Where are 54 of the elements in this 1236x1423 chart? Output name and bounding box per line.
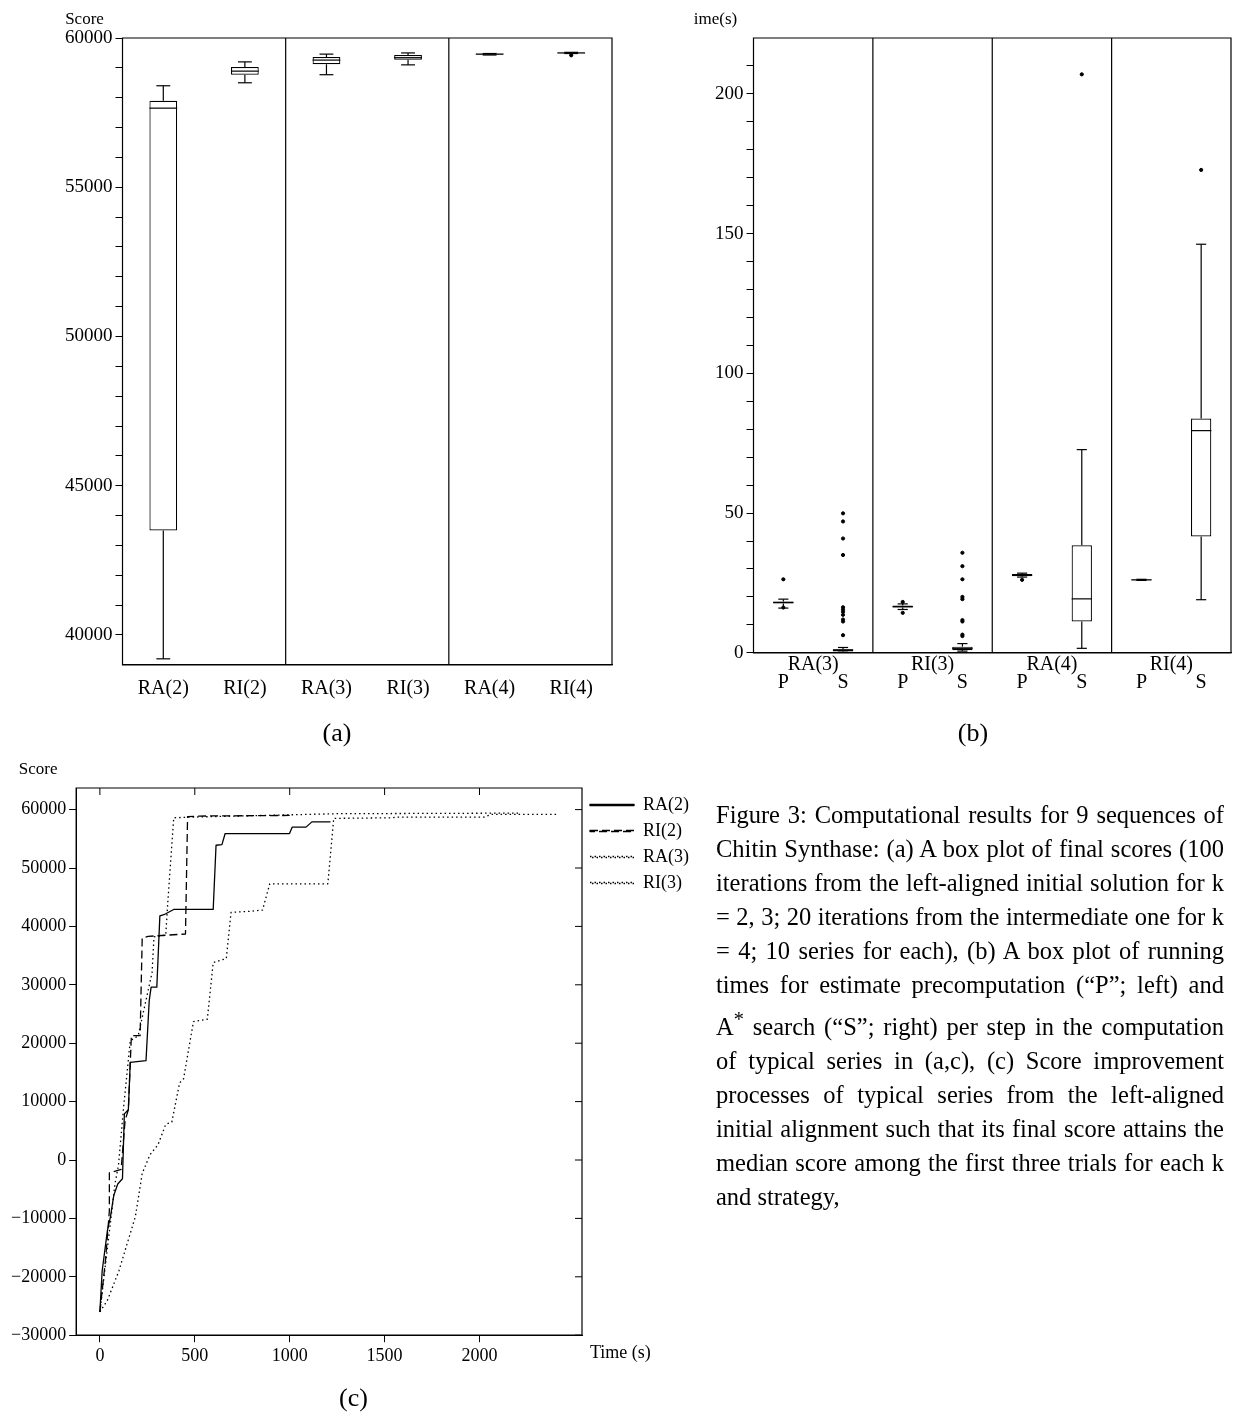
- annotation: RA(4): [1026, 652, 1078, 676]
- legend-label: RI(2): [643, 819, 683, 841]
- text: (b): [957, 718, 989, 748]
- annotation: RI(3): [910, 652, 955, 676]
- y-tick-label: 200: [715, 81, 744, 103]
- x-tick-label: 1000: [271, 1344, 308, 1365]
- x-tick-label: S: [1195, 670, 1207, 693]
- legend-label: RA(3): [643, 845, 690, 867]
- x-tick-label: 500: [181, 1344, 209, 1365]
- y-tick-label: 40000: [21, 915, 67, 936]
- x-tick-label: RA(3): [300, 676, 353, 700]
- x-tick-label: P: [1016, 670, 1028, 693]
- y-tick-label: 10000: [21, 1090, 67, 1111]
- text: (c): [339, 1383, 368, 1413]
- y-tick-label: 50: [724, 501, 744, 523]
- y-tick-label: 0: [57, 1148, 67, 1169]
- x-axis-title: Time (s): [590, 1341, 651, 1363]
- x-tick-label: S: [956, 670, 968, 693]
- y-axis-title: ime(s): [693, 8, 738, 28]
- y-tick-label: 150: [715, 221, 744, 243]
- y-tick-label: 60000: [65, 25, 113, 47]
- x-tick-label: S: [1076, 670, 1088, 693]
- y-tick-label: 60000: [21, 798, 67, 819]
- x-tick-label: S: [837, 670, 849, 693]
- x-tick-label: P: [777, 670, 789, 693]
- text: Figure 3: Computational results for 9 sequences of Chitin Synthase: (a) A box plot of final scores (100 iterations from the left-aligned initial solution for k = 2, 3; 20 iterations from the intermediate one for k = 4; 10 series for each), (b) A box plot of running times for estimate precomputation (“P”; left) and A$^{*}$ search (“S”; right) per step in the computation of typical series in (a,c), (c) Score improvement processes of typical series from the left-aligned initial alignment such that its final score attains the median score among the first three trials for each k and strategy,: [716, 801, 1224, 1211]
- y-tick-label: −20000: [11, 1265, 67, 1286]
- annotation: RI(4): [1149, 652, 1193, 676]
- y-tick-label: 100: [715, 361, 744, 383]
- y-tick-label: 55000: [65, 175, 113, 197]
- x-tick-label: P: [897, 670, 909, 693]
- x-tick-label: RI(2): [223, 676, 267, 700]
- y-tick-label: 45000: [65, 473, 113, 495]
- y-tick-label: −10000: [11, 1207, 67, 1228]
- y-axis-title: Score: [18, 758, 58, 778]
- x-tick-label: RI(4): [549, 676, 593, 700]
- y-tick-label: 20000: [21, 1031, 67, 1052]
- x-tick-label: RA(4): [464, 676, 516, 700]
- x-tick-label: 1500: [366, 1344, 403, 1365]
- legend-label: RI(3): [643, 871, 683, 893]
- x-tick-label: RA(2): [137, 676, 189, 700]
- y-axis-title: Score: [65, 8, 104, 28]
- text: (a): [322, 718, 352, 748]
- x-tick-label: P: [1135, 670, 1148, 693]
- y-tick-label: 0: [734, 640, 744, 662]
- x-tick-label: 2000: [461, 1344, 498, 1365]
- y-tick-label: −30000: [11, 1323, 67, 1344]
- y-tick-label: 50000: [65, 324, 113, 346]
- y-tick-label: 50000: [21, 856, 67, 877]
- annotation: RA(3): [787, 652, 839, 676]
- legend-label: RA(2): [643, 793, 690, 815]
- y-tick-label: 30000: [21, 973, 67, 994]
- y-tick-label: 40000: [65, 622, 113, 644]
- x-tick-label: RI(3): [386, 676, 430, 700]
